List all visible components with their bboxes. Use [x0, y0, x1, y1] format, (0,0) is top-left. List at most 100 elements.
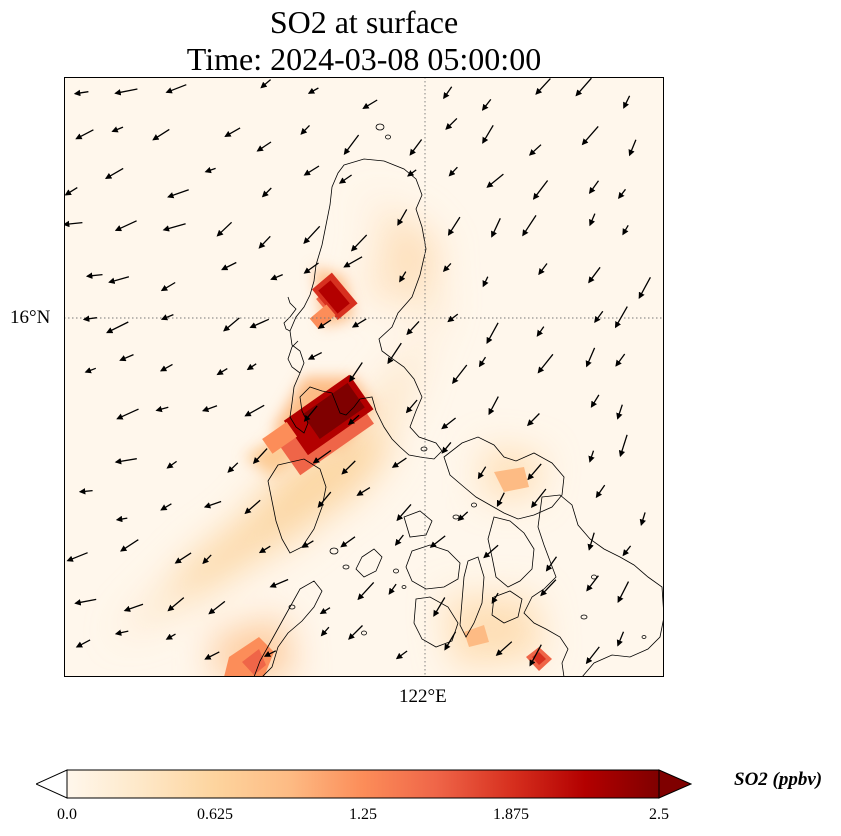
wind-arrow	[581, 125, 599, 146]
wind-arrow	[623, 95, 631, 109]
wind-arrow	[586, 575, 599, 592]
wind-arrow	[442, 262, 452, 273]
wind-arrow	[639, 512, 646, 526]
wind-arrow	[590, 394, 600, 408]
wind-arrow	[317, 319, 332, 329]
wind-arrow	[66, 552, 88, 562]
wind-arrow	[585, 646, 600, 665]
wind-arrow	[527, 463, 542, 481]
wind-arrow	[530, 488, 547, 509]
wind-arrow	[347, 414, 360, 426]
colorbar-tick-4: 2.5	[649, 806, 669, 823]
wind-arrow	[526, 413, 540, 427]
wind-arrow	[444, 631, 457, 651]
wind-arrow	[618, 434, 628, 458]
wind-arrow	[575, 77, 592, 97]
wind-arrow	[535, 78, 551, 95]
wind-arrow	[303, 262, 319, 274]
wind-arrow	[447, 313, 459, 323]
wind-arrow	[351, 318, 367, 328]
wind-arrow	[167, 597, 185, 612]
wind-arrow	[357, 581, 375, 601]
wind-arrow	[409, 139, 423, 156]
wind-arrow	[482, 124, 494, 144]
wind-arrow	[116, 408, 139, 420]
wind-arrow	[104, 167, 124, 179]
wind-arrow	[540, 579, 557, 597]
wind-arrow	[628, 139, 637, 157]
wind-arrow	[340, 536, 356, 548]
wind-arrow	[74, 598, 97, 606]
wind-arrow	[160, 503, 172, 511]
wind-arrow	[216, 368, 228, 376]
map-background	[64, 77, 664, 677]
wind-arrow	[165, 84, 187, 94]
wind-arrow	[301, 540, 314, 548]
wind-arrow	[387, 342, 402, 365]
wind-arrow	[491, 218, 501, 238]
wind-arrow	[395, 650, 408, 660]
wind-arrow	[114, 220, 137, 232]
wind-arrow	[486, 173, 504, 188]
coastlines	[253, 123, 664, 677]
wind-arrow	[483, 544, 499, 559]
wind-arrow	[495, 641, 513, 656]
wind-arrow	[588, 266, 601, 284]
chart-title: SO2 at surface	[269, 4, 459, 40]
wind-arrow	[258, 235, 271, 249]
wind-arrow	[638, 276, 651, 299]
wind-arrow	[341, 460, 356, 475]
wind-arrow	[106, 321, 129, 334]
wind-arrow	[123, 603, 144, 612]
wind-arrow	[73, 89, 89, 97]
colorbar-tick-2: 1.25	[349, 806, 377, 823]
wind-arrow	[303, 405, 318, 422]
wind-arrow	[221, 261, 237, 271]
colorbar-tick-0: 0.0	[57, 806, 77, 823]
wind-arrow	[244, 499, 261, 515]
wind-arrow	[115, 515, 128, 523]
wind-arrow	[307, 87, 319, 94]
wind-arrow	[594, 310, 604, 324]
wind-arrow	[585, 347, 596, 368]
colorbar-label: SO2 (ppbv)	[734, 769, 823, 790]
wind-arrow	[588, 450, 595, 463]
wind-arrow	[441, 441, 452, 454]
wind-arrow	[532, 180, 549, 200]
wind-arrow	[303, 225, 321, 245]
wind-arrow	[312, 449, 332, 464]
wind-arrow	[338, 174, 352, 184]
wind-arrow	[201, 405, 218, 413]
hotspot-southeast	[464, 467, 552, 671]
wind-arrow	[448, 166, 458, 177]
wind-arrow	[252, 448, 268, 464]
wind-arrow	[617, 581, 630, 603]
wind-arrow	[350, 234, 368, 252]
wind-arrow	[522, 215, 537, 237]
wind-arrow	[478, 356, 487, 368]
wind-arrow	[114, 458, 137, 465]
wind-arrow	[457, 511, 469, 522]
wind-arrow	[160, 281, 176, 292]
hotspot-central	[262, 374, 374, 476]
wind-arrow	[343, 256, 363, 268]
colorbar-tick-1: 0.625	[197, 806, 233, 823]
wind-arrow	[388, 583, 397, 595]
chart-subtitle-time: Time: 2024-03-08 05:00:00	[186, 41, 542, 77]
wind-arrow	[362, 99, 378, 109]
wind-arrow	[622, 224, 629, 236]
wind-arrow	[204, 166, 216, 174]
wind-arrow	[482, 276, 489, 288]
colorbar-extend-min	[36, 769, 68, 799]
wind-arrow	[82, 315, 97, 322]
wind-arrow	[269, 578, 289, 588]
wind-arrow	[208, 600, 226, 615]
wind-arrow	[246, 363, 257, 371]
wind-arrow	[320, 626, 330, 637]
wind-arrow	[477, 466, 487, 480]
wind-arrow	[203, 500, 222, 509]
wind-arrow	[349, 362, 363, 383]
wind-arrow	[488, 396, 499, 416]
wind-arrow	[443, 86, 453, 100]
wind-arrow	[204, 651, 220, 660]
